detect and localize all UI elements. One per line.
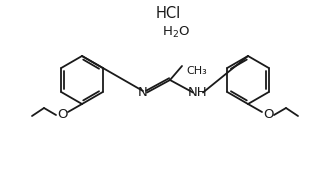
Text: CH₃: CH₃: [186, 66, 207, 76]
Text: HCl: HCl: [155, 6, 181, 21]
Text: N: N: [138, 86, 148, 100]
Text: NH: NH: [188, 86, 208, 100]
Text: O: O: [263, 108, 273, 121]
Text: O: O: [57, 108, 67, 121]
Text: H$_2$O: H$_2$O: [162, 25, 190, 40]
